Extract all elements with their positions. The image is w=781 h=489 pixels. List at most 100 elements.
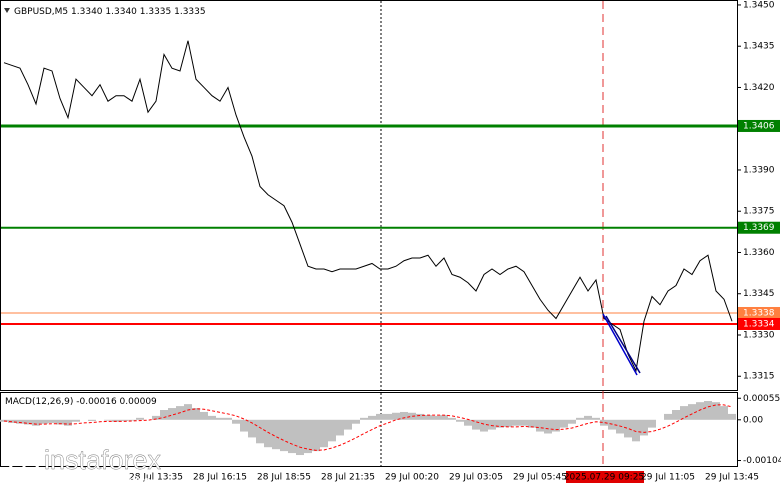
macd-bar — [72, 419, 80, 422]
level-label: 1.3406 — [743, 121, 775, 131]
macd-header: MACD(12,26,9) -0.00016 0.00009 — [5, 397, 157, 407]
level-tag — [738, 119, 780, 132]
macd-bar — [32, 419, 40, 426]
macd-bar — [632, 419, 640, 442]
level-label: 1.3369 — [743, 223, 775, 233]
macd-bar — [552, 419, 560, 432]
macd-bar — [168, 408, 176, 420]
macd-bar — [264, 419, 272, 448]
macd-bar — [576, 417, 584, 420]
macd-bar — [416, 413, 424, 420]
macd-bar — [432, 415, 440, 420]
x-tick-label: 28 Jul 13:35 — [129, 473, 183, 483]
macd-bar — [200, 411, 208, 420]
y-tick-label: 0.00 — [743, 415, 763, 425]
macd-bar — [40, 419, 48, 424]
macd-bar — [88, 419, 96, 421]
macd-bar — [480, 419, 488, 432]
ohlc: 1.3340 1.3340 1.3335 1.3335 — [71, 7, 206, 17]
symbol: GBPUSD,M5 — [14, 7, 68, 17]
macd-bar — [128, 419, 136, 421]
macd-bar — [368, 415, 376, 420]
y-tick-label: 1.3375 — [743, 207, 775, 217]
macd-bar — [504, 419, 512, 427]
logo-icon — [8, 446, 40, 478]
macd-bar — [240, 419, 248, 432]
macd-bar — [584, 415, 592, 420]
x-tick-label: 29 Jul 13:45 — [705, 473, 759, 483]
macd-bar — [728, 413, 736, 420]
signal-line — [3, 404, 733, 451]
macd-bar — [304, 419, 312, 454]
macd-bar — [312, 419, 320, 452]
macd-bar — [664, 413, 672, 420]
macd-bar — [592, 417, 600, 420]
macd-bar — [288, 419, 296, 454]
macd-bar — [344, 419, 352, 430]
x-tick-label: 29 Jul 03:05 — [449, 473, 503, 483]
x-tick-label: 29 Jul 05:45 — [513, 473, 567, 483]
x-tick-label: 28 Jul 18:55 — [257, 473, 311, 483]
macd-bar — [448, 417, 456, 420]
macd-bar — [536, 419, 544, 432]
header-icon — [4, 8, 10, 13]
level-label: 1.3338 — [743, 308, 775, 318]
macd-bar — [560, 419, 568, 428]
macd-bar — [640, 419, 648, 436]
macd-bar — [384, 413, 392, 420]
macd-bar — [704, 401, 712, 420]
trend-line — [602, 313, 638, 376]
macd-bar — [224, 417, 232, 420]
macd-bar — [256, 419, 264, 444]
tagline: Instant Forex Trading — [46, 475, 150, 487]
level-tag — [738, 221, 780, 234]
macd-bar — [296, 419, 304, 456]
macd-bar — [528, 419, 536, 428]
macd-bar — [680, 406, 688, 420]
macd-bar — [192, 408, 200, 420]
y-tick-label: 1.3315 — [743, 372, 775, 382]
trend-line — [605, 315, 641, 374]
macd-bar — [0, 419, 8, 422]
macd-bar — [272, 419, 280, 450]
macd-bar — [392, 412, 400, 420]
macd-bar — [440, 415, 448, 420]
x-tick-label: 29 Jul 00:20 — [385, 473, 439, 483]
macd-bar — [56, 419, 64, 425]
macd-bar — [208, 415, 216, 420]
brand: instaforex — [44, 445, 162, 475]
x-tick-label: 28 Jul 21:35 — [321, 473, 375, 483]
macd-bar — [488, 419, 496, 430]
macd-bar — [512, 419, 520, 426]
macd-bar — [352, 419, 360, 424]
macd-bar — [648, 419, 656, 428]
macd-bar — [624, 419, 632, 438]
macd-bar — [464, 419, 472, 426]
macd-bar — [688, 404, 696, 420]
macd-bar — [120, 419, 128, 421]
macd-title: MACD(12,26,9) — [5, 397, 73, 407]
x-tick-label: 28 Jul 16:15 — [193, 473, 247, 483]
macd-bar — [280, 419, 288, 452]
macd-bar — [336, 419, 344, 436]
y-tick-label: 1.3420 — [743, 83, 775, 93]
macd-bar — [160, 410, 168, 420]
level-label: 1.3334 — [743, 319, 775, 329]
y-tick-label: 1.3330 — [743, 330, 775, 340]
level-tag — [738, 317, 780, 330]
macd-bar — [8, 419, 16, 423]
macd-bar — [16, 419, 24, 424]
macd-bar — [608, 419, 616, 430]
macd-bar — [328, 419, 336, 442]
macd-bar — [104, 419, 112, 421]
y-tick-label: 1.3450 — [743, 0, 775, 10]
x-tick-label: 2025.07.29 09:25 — [564, 473, 644, 483]
chart-header: GBPUSD,M5 1.3340 1.3340 1.3335 1.3335 — [14, 7, 206, 17]
macd-bar — [424, 415, 432, 420]
macd-bar — [48, 419, 56, 423]
macd-bar — [520, 419, 528, 426]
cursor-tag — [566, 471, 644, 483]
macd-bar — [24, 419, 32, 425]
macd-bar — [616, 419, 624, 434]
